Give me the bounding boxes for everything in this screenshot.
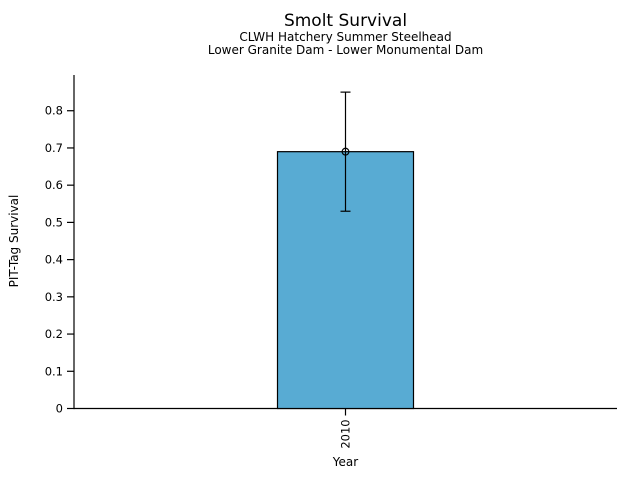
chart-title: Smolt Survival	[283, 11, 408, 31]
y-tick-label: 0.4	[45, 253, 63, 267]
y-tick-label: 0.6	[45, 178, 63, 192]
y-tick-label: 0.5	[45, 215, 63, 229]
y-tick-label: 0.7	[45, 141, 63, 155]
y-tick-label: 0.8	[45, 104, 63, 118]
y-tick-label: 0.1	[45, 364, 63, 378]
y-tick-label: 0.3	[45, 290, 63, 304]
x-axis-label: Year	[332, 455, 358, 469]
chart-header: Smolt Survival CLWH Hatchery Summer Stee…	[74, 11, 617, 57]
x-tick-label: 2010	[339, 419, 353, 448]
y-tick-label: 0.2	[45, 327, 63, 341]
chart-subtitle-2: Lower Granite Dam - Lower Monumental Dam	[207, 43, 484, 57]
y-axis-label: PIT-Tag Survival	[7, 195, 21, 288]
mean-marker	[341, 147, 350, 156]
chart-subtitle-1: CLWH Hatchery Summer Steelhead	[239, 30, 452, 44]
y-tick-label: 0	[56, 402, 63, 416]
